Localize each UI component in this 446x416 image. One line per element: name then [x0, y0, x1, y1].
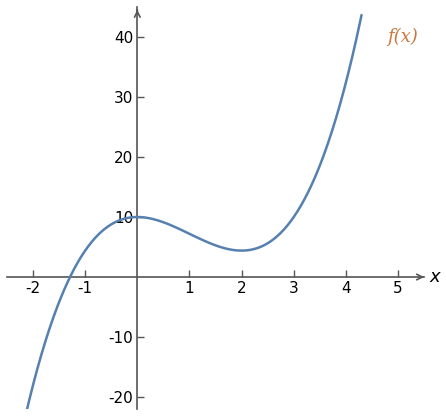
Text: f(x): f(x) [388, 28, 418, 46]
Text: x: x [429, 268, 440, 286]
